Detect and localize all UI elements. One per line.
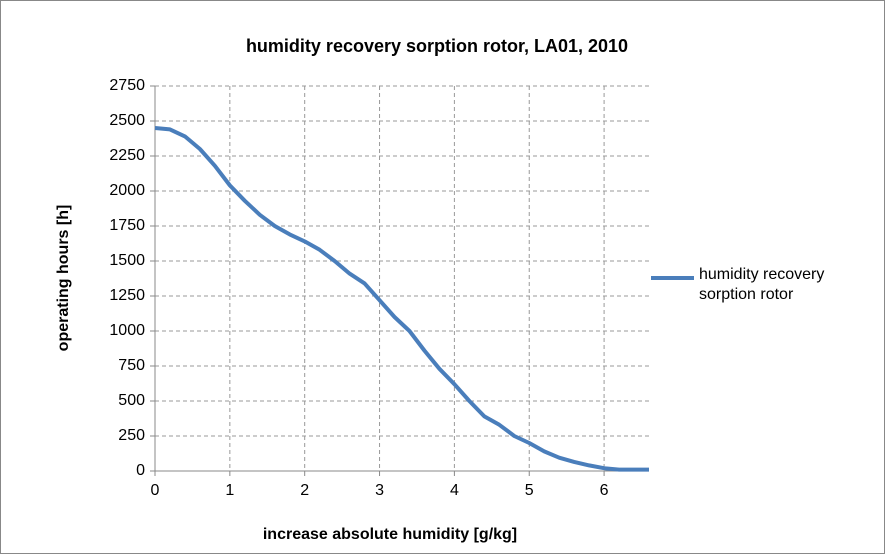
data-line [154,126,649,472]
y-tick-label: 2000 [109,182,145,199]
y-tick-label: 1750 [109,217,145,234]
legend-label: humidity recovery sorption rotor [699,266,825,303]
y-tick-label: 1000 [109,322,145,339]
chart-title: humidity recovery sorption rotor, LA01, … [246,36,628,56]
x-tick-label: 4 [450,482,459,499]
y-tick-label: 250 [118,427,145,444]
x-tick-label: 1 [225,482,234,499]
x-tick-label: 2 [300,482,309,499]
y-tick-label: 2500 [109,112,145,129]
y-tick-label: 0 [136,462,145,479]
x-tick-label: 5 [525,482,534,499]
x-tick-label: 6 [600,482,609,499]
x-tick-label: 0 [151,482,160,499]
y-tick-label: 1500 [109,252,145,269]
x-tick-label: 3 [375,482,384,499]
x-axis-label: increase absolute humidity [g/kg] [263,526,517,543]
y-tick-label: 750 [118,357,145,374]
y-tick-label: 2250 [109,147,145,164]
y-tick-label: 500 [118,392,145,409]
y-tick-label: 1250 [109,287,145,304]
y-tick-label: 2750 [109,77,145,94]
y-axis-label: operating hours [h] [55,205,72,352]
